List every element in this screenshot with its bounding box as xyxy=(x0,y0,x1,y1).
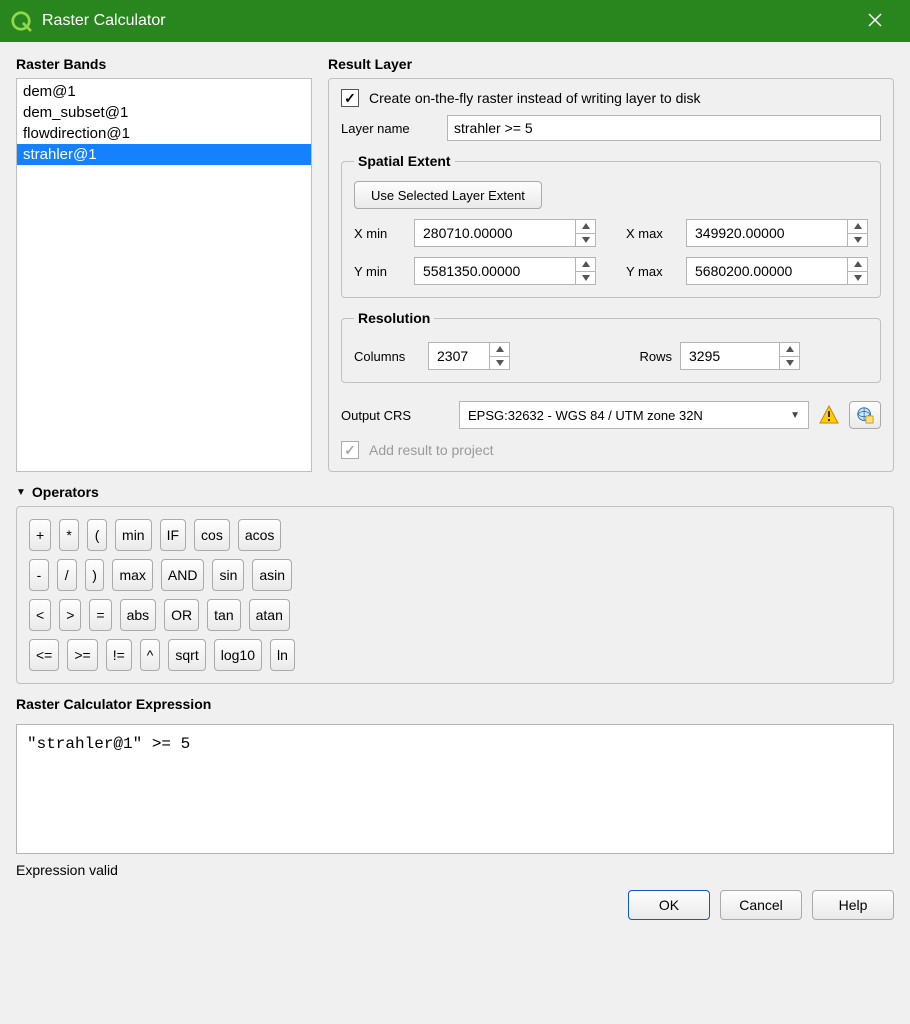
operator-button[interactable]: asin xyxy=(252,559,292,591)
operator-button[interactable]: min xyxy=(115,519,152,551)
operator-button[interactable]: tan xyxy=(207,599,240,631)
cancel-button[interactable]: Cancel xyxy=(720,890,802,920)
xmin-input[interactable] xyxy=(415,220,575,246)
output-crs-combo[interactable]: EPSG:32632 - WGS 84 / UTM zone 32N ▼ xyxy=(459,401,809,429)
operator-button[interactable]: OR xyxy=(164,599,199,631)
spin-up-icon[interactable] xyxy=(576,220,595,234)
title-bar: Raster Calculator xyxy=(0,0,910,42)
operator-button[interactable]: sqrt xyxy=(168,639,205,671)
spin-down-icon[interactable] xyxy=(848,272,867,285)
operator-button[interactable]: sin xyxy=(212,559,244,591)
add-result-label: Add result to project xyxy=(369,442,494,458)
result-layer-heading: Result Layer xyxy=(328,56,894,72)
resolution-legend: Resolution xyxy=(354,310,434,326)
operator-button[interactable]: log10 xyxy=(214,639,262,671)
operators-panel: +*(minIFcosacos-/)maxANDsinasin<>=absORt… xyxy=(16,506,894,684)
operator-button[interactable]: ) xyxy=(85,559,105,591)
rows-label: Rows xyxy=(626,349,672,364)
layer-name-input[interactable] xyxy=(447,115,881,141)
spin-up-icon[interactable] xyxy=(848,258,867,272)
operator-button[interactable]: ln xyxy=(270,639,295,671)
app-icon xyxy=(10,10,32,32)
operator-button[interactable]: < xyxy=(29,599,51,631)
ymax-input[interactable] xyxy=(687,258,847,284)
operator-button[interactable]: IF xyxy=(160,519,186,551)
spin-down-icon[interactable] xyxy=(576,234,595,247)
operator-button[interactable]: = xyxy=(89,599,111,631)
operator-button[interactable]: ( xyxy=(87,519,107,551)
spin-down-icon[interactable] xyxy=(848,234,867,247)
ymin-spinbox[interactable] xyxy=(414,257,596,285)
operator-button[interactable]: + xyxy=(29,519,51,551)
operator-button[interactable]: - xyxy=(29,559,49,591)
xmax-input[interactable] xyxy=(687,220,847,246)
add-result-checkbox: ✓ xyxy=(341,441,359,459)
spin-down-icon[interactable] xyxy=(780,357,799,370)
operator-button[interactable]: / xyxy=(57,559,77,591)
chevron-down-icon: ▼ xyxy=(790,410,800,421)
status-text: Expression valid xyxy=(16,862,894,878)
operator-button[interactable]: atan xyxy=(249,599,290,631)
columns-spinbox[interactable] xyxy=(428,342,510,370)
create-on-fly-checkbox[interactable]: ✓ xyxy=(341,89,359,107)
operator-button[interactable]: >= xyxy=(67,639,97,671)
ok-button[interactable]: OK xyxy=(628,890,710,920)
operator-button[interactable]: <= xyxy=(29,639,59,671)
spin-up-icon[interactable] xyxy=(780,343,799,357)
operator-button[interactable]: * xyxy=(59,519,79,551)
operator-button[interactable]: acos xyxy=(238,519,282,551)
spin-up-icon[interactable] xyxy=(576,258,595,272)
use-selected-layer-extent-button[interactable]: Use Selected Layer Extent xyxy=(354,181,542,209)
ymin-label: Y min xyxy=(354,264,406,279)
output-crs-value: EPSG:32632 - WGS 84 / UTM zone 32N xyxy=(468,408,703,423)
spin-down-icon[interactable] xyxy=(576,272,595,285)
ymax-spinbox[interactable] xyxy=(686,257,868,285)
operator-button[interactable]: != xyxy=(106,639,132,671)
band-item[interactable]: flowdirection@1 xyxy=(17,123,311,144)
output-crs-label: Output CRS xyxy=(341,408,449,423)
operator-button[interactable]: AND xyxy=(161,559,205,591)
spin-up-icon[interactable] xyxy=(490,343,509,357)
ymax-label: Y max xyxy=(626,264,678,279)
resolution-group: Resolution Columns Rows xyxy=(341,310,881,383)
expression-textarea[interactable]: "strahler@1" >= 5 xyxy=(16,724,894,854)
band-item[interactable]: strahler@1 xyxy=(17,144,311,165)
operator-button[interactable]: max xyxy=(112,559,152,591)
xmax-spinbox[interactable] xyxy=(686,219,868,247)
band-item[interactable]: dem_subset@1 xyxy=(17,102,311,123)
band-item[interactable]: dem@1 xyxy=(17,81,311,102)
spatial-extent-legend: Spatial Extent xyxy=(354,153,455,169)
columns-label: Columns xyxy=(354,349,420,364)
ymin-input[interactable] xyxy=(415,258,575,284)
create-on-fly-label: Create on-the-fly raster instead of writ… xyxy=(369,90,700,106)
spin-up-icon[interactable] xyxy=(848,220,867,234)
layer-name-label: Layer name xyxy=(341,121,439,136)
raster-bands-list[interactable]: dem@1dem_subset@1flowdirection@1strahler… xyxy=(16,78,312,472)
operator-button[interactable]: ^ xyxy=(140,639,161,671)
rows-spinbox[interactable] xyxy=(680,342,800,370)
expression-heading: Raster Calculator Expression xyxy=(16,696,894,712)
spin-down-icon[interactable] xyxy=(490,357,509,370)
operator-button[interactable]: abs xyxy=(120,599,157,631)
xmax-label: X max xyxy=(626,226,678,241)
window-title: Raster Calculator xyxy=(42,12,856,30)
xmin-label: X min xyxy=(354,226,406,241)
operator-button[interactable]: cos xyxy=(194,519,230,551)
xmin-spinbox[interactable] xyxy=(414,219,596,247)
operators-heading: Operators xyxy=(32,484,99,500)
help-button[interactable]: Help xyxy=(812,890,894,920)
operator-button[interactable]: > xyxy=(59,599,81,631)
spatial-extent-group: Spatial Extent Use Selected Layer Extent… xyxy=(341,153,881,298)
rows-input[interactable] xyxy=(681,343,779,369)
raster-bands-heading: Raster Bands xyxy=(16,56,312,72)
disclosure-triangle-icon[interactable]: ▼ xyxy=(16,487,26,498)
warning-icon xyxy=(819,405,839,425)
close-icon[interactable] xyxy=(856,5,894,38)
columns-input[interactable] xyxy=(429,343,489,369)
crs-selector-button[interactable] xyxy=(849,401,881,429)
